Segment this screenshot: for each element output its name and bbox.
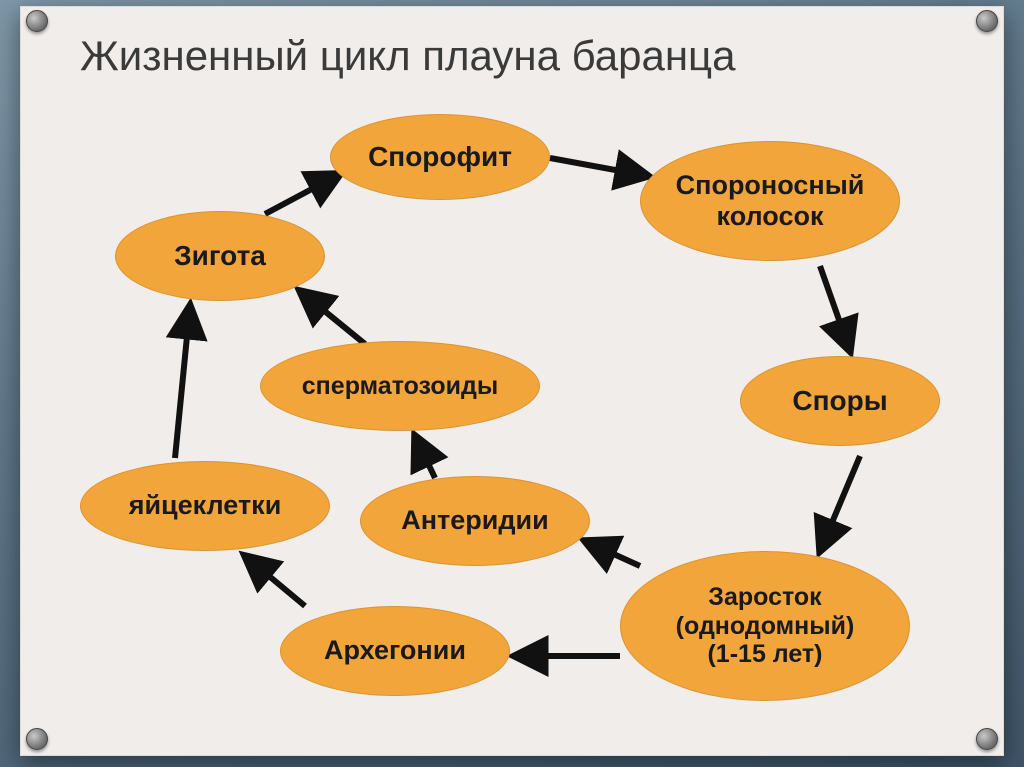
node-strobilus: Спороносный колосок bbox=[640, 141, 900, 261]
edge-antheridia-to-sperm bbox=[415, 436, 435, 478]
backdrop: Жизненный цикл плауна баранца Спорофит Сп… bbox=[0, 0, 1024, 767]
node-antheridia: Антеридии bbox=[360, 476, 590, 566]
node-zygote: Зигота bbox=[115, 211, 325, 301]
edge-sporophyte-to-strobilus bbox=[550, 158, 648, 176]
pin-icon bbox=[26, 10, 48, 32]
edge-prothallus-to-antheridia bbox=[585, 541, 640, 566]
edge-zygote-to-sporophyte bbox=[265, 174, 340, 214]
node-sporophyte: Спорофит bbox=[330, 114, 550, 200]
node-eggs: яйцеклетки bbox=[80, 461, 330, 551]
edge-strobilus-to-spores bbox=[820, 266, 850, 351]
edge-spores-to-prothallus bbox=[820, 456, 860, 551]
node-prothallus: Заросток (однодомный) (1-15 лет) bbox=[620, 551, 910, 701]
edge-eggs-to-zygote bbox=[175, 306, 190, 458]
node-spores: Споры bbox=[740, 356, 940, 446]
pin-icon bbox=[26, 728, 48, 750]
node-sperm: сперматозоиды bbox=[260, 341, 540, 431]
node-archegonia: Архегонии bbox=[280, 606, 510, 696]
slide-card: Жизненный цикл плауна баранца Спорофит Сп… bbox=[20, 6, 1004, 756]
edge-sperm-to-zygote bbox=[300, 291, 365, 344]
diagram-title: Жизненный цикл плауна баранца bbox=[80, 32, 735, 80]
pin-icon bbox=[976, 10, 998, 32]
pin-icon bbox=[976, 728, 998, 750]
edge-archegonia-to-eggs bbox=[245, 556, 305, 606]
